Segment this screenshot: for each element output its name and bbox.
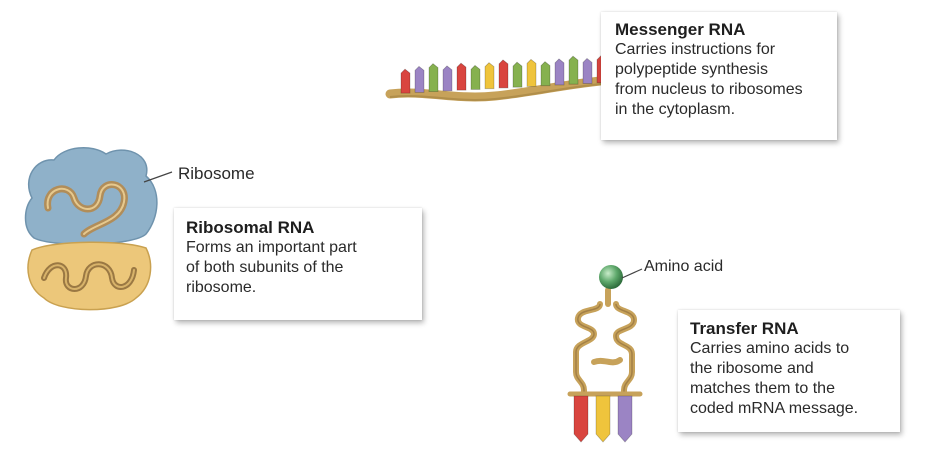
- ribosomal-rna-card: Ribosomal RNA Forms an important part of…: [174, 208, 422, 320]
- ribosomal-rna-line-3: ribosome.: [186, 279, 257, 296]
- messenger-rna-title: Messenger RNA: [615, 20, 746, 39]
- ribosomal-rna-line-2: of both subunits of the: [186, 259, 344, 276]
- amino-acid-label: Amino acid: [644, 258, 724, 275]
- messenger-rna-line-1: Carries instructions for: [615, 41, 776, 58]
- mrna-base: [540, 61, 551, 87]
- mrna-base: [456, 62, 467, 91]
- mrna-base: [442, 65, 453, 92]
- mrna-strand-icon: [385, 55, 615, 102]
- transfer-rna-line-3: matches them to the: [690, 380, 835, 397]
- messenger-rna-card: Messenger RNA Carries instructions for p…: [601, 12, 837, 140]
- trna-icon: [567, 287, 643, 443]
- transfer-rna-title: Transfer RNA: [690, 319, 799, 338]
- mrna-base: [568, 55, 579, 85]
- mrna-base: [582, 57, 593, 84]
- trna-anticodon-base: [573, 395, 589, 443]
- mrna-base: [554, 58, 565, 86]
- ribosome-icon: [24, 147, 173, 311]
- mrna-base: [428, 63, 439, 93]
- transfer-rna-card: Transfer RNA Carries amino acids to the …: [678, 310, 900, 432]
- messenger-rna-line-2: polypeptide synthesis: [615, 61, 768, 78]
- amino-acid-sphere-icon: [599, 265, 623, 289]
- ribosomal-rna-title: Ribosomal RNA: [186, 218, 315, 237]
- transfer-rna-line-2: the ribosome and: [690, 360, 814, 377]
- transfer-rna-line-4: coded mRNA message.: [690, 400, 859, 417]
- mrna-base: [484, 62, 495, 90]
- mrna-base: [526, 58, 537, 87]
- transfer-rna-line-1: Carries amino acids to: [690, 340, 850, 357]
- ribosome-label: Ribosome: [178, 164, 255, 183]
- trna-anticodon-base: [595, 395, 611, 443]
- amino-acid-leader-line: [621, 268, 643, 279]
- mrna-base: [414, 65, 425, 93]
- ribosomal-rna-line-1: Forms an important part: [186, 239, 357, 256]
- messenger-rna-line-3: from nucleus to ribosomes: [615, 81, 803, 98]
- mrna-base: [512, 61, 523, 88]
- mrna-base: [400, 68, 411, 94]
- mrna-base: [498, 59, 509, 89]
- mrna-base: [470, 64, 481, 90]
- trna-anticodon-base: [617, 395, 633, 443]
- messenger-rna-line-4: in the cytoplasm.: [615, 101, 736, 118]
